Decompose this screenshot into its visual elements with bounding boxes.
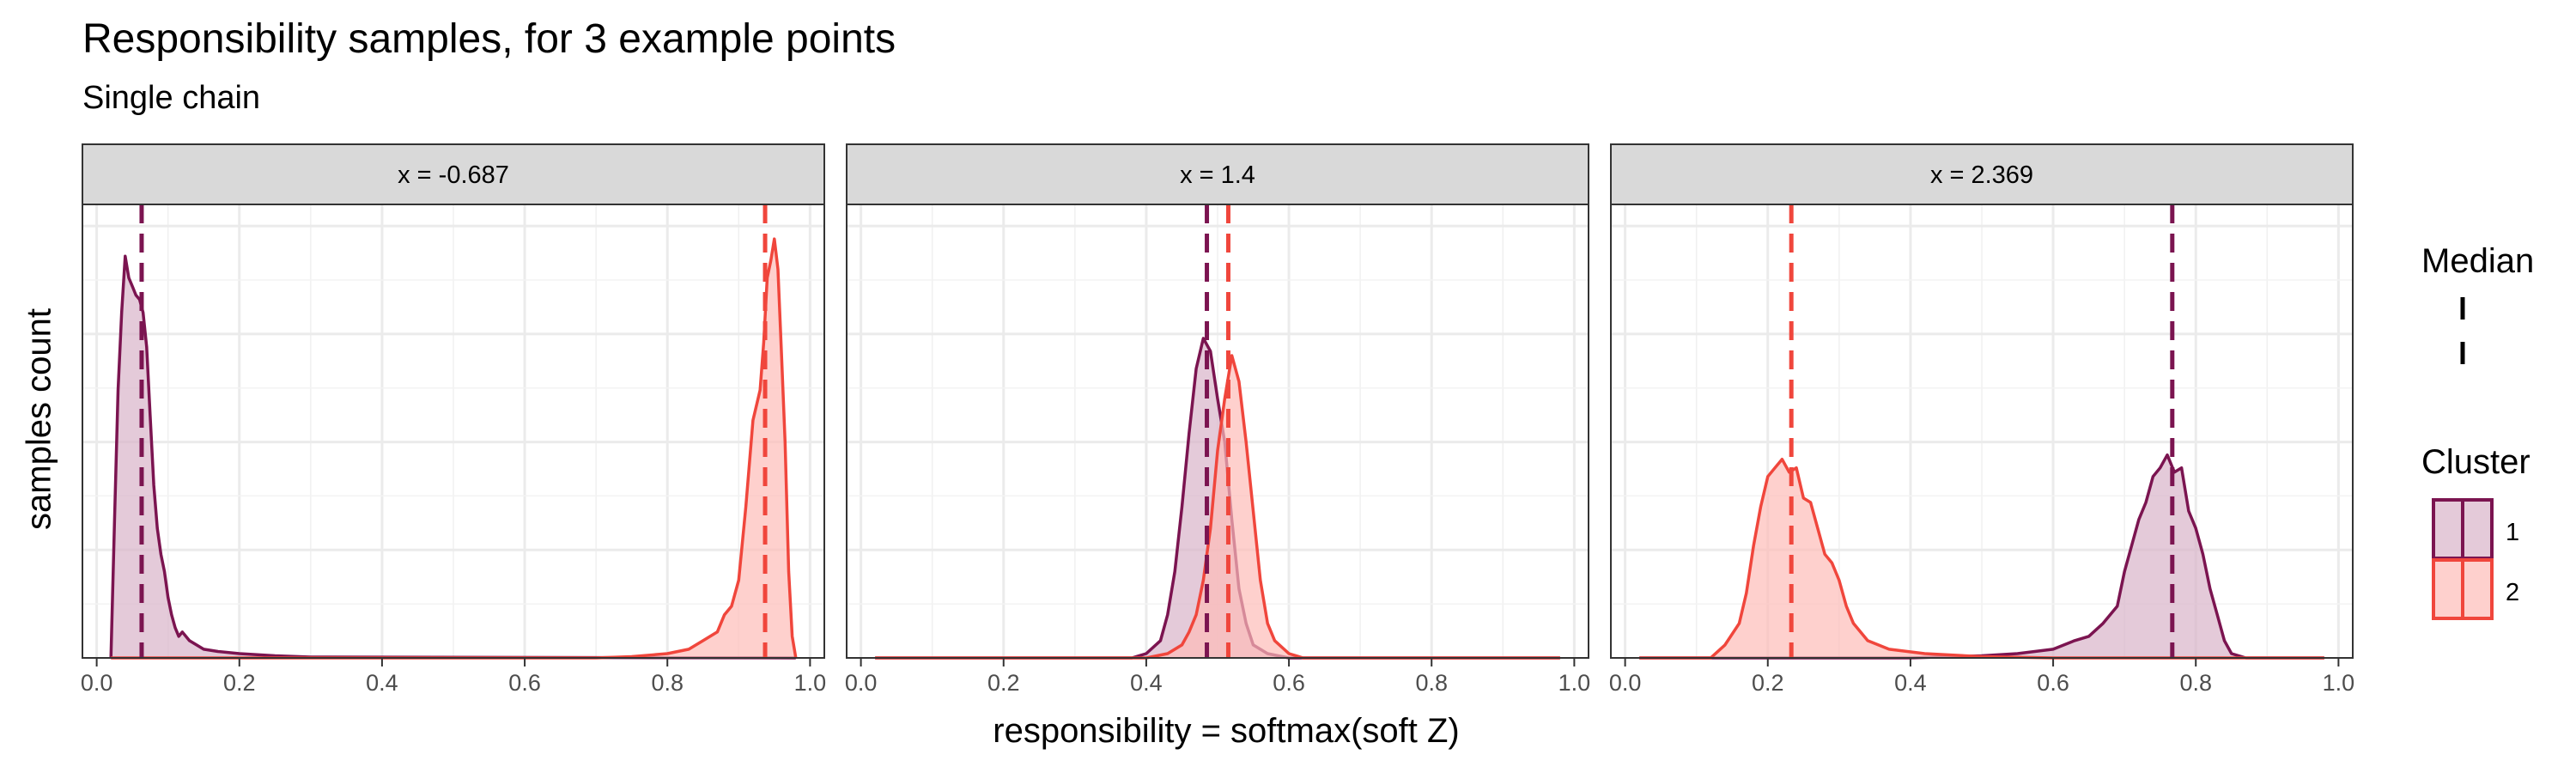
density-line-cluster-2 (111, 237, 798, 660)
x-tick-label: 0.4 (1894, 670, 1927, 696)
panel-border (1610, 204, 2354, 659)
density-area-cluster-2 (1639, 459, 2324, 658)
x-tick-label: 0.2 (223, 670, 256, 696)
density-area-cluster-1 (1639, 454, 2324, 658)
x-tick-label: 0.2 (1752, 670, 1784, 696)
panel-1: x = -0.687 0.0 0.2 0.4 0.6 0.8 1.0 (81, 143, 827, 696)
x-tick-label: 0.0 (845, 670, 878, 696)
chart-title: Responsibility samples, for 3 example po… (82, 16, 896, 62)
panel-2: x = 1.4 0.0 0.2 0.4 0.6 0.8 1.0 (845, 143, 1591, 696)
chart-subtitle: Single chain (82, 80, 261, 116)
density-area-cluster-2 (111, 239, 796, 658)
x-tick-label: 0.4 (1130, 670, 1163, 696)
facet-strip (82, 143, 825, 205)
facet-strip-label: x = -0.687 (398, 161, 509, 189)
x-tick-label: 0.0 (81, 670, 113, 696)
x-tick-label: 0.6 (1273, 670, 1305, 696)
x-tick-label: 0.4 (366, 670, 398, 696)
x-tick-label: 0.6 (2037, 670, 2069, 696)
facet-strip (1610, 143, 2354, 205)
x-tick-label: 0.8 (1415, 670, 1448, 696)
panel-border (82, 204, 825, 659)
facet-strip-label: x = 1.4 (1180, 161, 1255, 189)
x-tick-label: 0.8 (2179, 670, 2212, 696)
x-tick-label: 1.0 (2323, 670, 2355, 696)
density-line-cluster-1 (109, 254, 796, 660)
facet-strip-label: x = 2.369 (1930, 161, 2033, 189)
x-tick-label: 0.8 (651, 670, 683, 696)
panel-3: x = 2.369 0.0 0.2 0.4 0.6 0.8 1.0 (1609, 143, 2355, 696)
y-axis-label: samples count (20, 308, 58, 530)
x-axis-label: responsibility = softmax(soft Z) (993, 712, 1460, 750)
x-tick-label: 0.6 (508, 670, 541, 696)
legend-label-cluster-2: 2 (2506, 579, 2520, 606)
x-tick-label: 0.2 (987, 670, 1020, 696)
x-tick-label: 0.0 (1609, 670, 1642, 696)
legend-label-cluster-1: 1 (2506, 519, 2520, 546)
legend-cluster-title: Cluster (2421, 443, 2530, 481)
panel-border (846, 204, 1589, 659)
density-line-cluster-2 (875, 354, 1560, 660)
legend (2432, 297, 2494, 620)
x-tick-label: 1.0 (794, 670, 827, 696)
density-area-cluster-2 (875, 356, 1560, 658)
density-line-cluster-2 (1639, 457, 2324, 660)
x-tick-label: 1.0 (1558, 670, 1591, 696)
legend-median-title: Median (2421, 242, 2535, 280)
density-line-cluster-1 (1639, 453, 2324, 660)
